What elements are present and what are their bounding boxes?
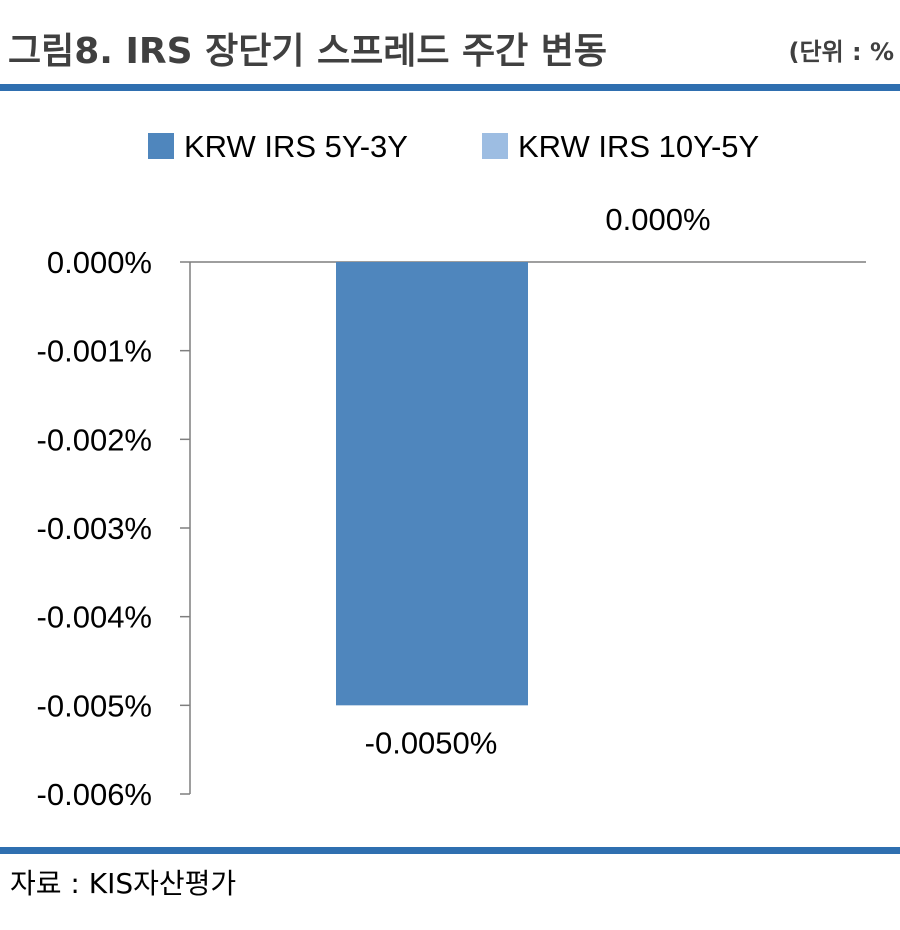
source-note: 자료 : KIS자산평가 bbox=[10, 867, 237, 900]
y-tick-label: -0.005% bbox=[37, 688, 152, 723]
unit-label: (단위 : % bbox=[788, 38, 894, 66]
legend-label: KRW IRS 5Y-3Y bbox=[184, 129, 408, 164]
bar-chart: KRW IRS 5Y-3Y KRW IRS 10Y-5Y 0.000% -0.001%… bbox=[37, 129, 866, 812]
y-tick-label: -0.002% bbox=[37, 422, 152, 457]
data-label: -0.0050% bbox=[365, 725, 498, 760]
y-tick-label: 0.000% bbox=[47, 245, 152, 280]
data-label: 0.000% bbox=[605, 202, 710, 237]
y-tick-label: -0.004% bbox=[37, 600, 152, 635]
legend-label: KRW IRS 10Y-5Y bbox=[518, 129, 759, 164]
chart-title-bar: 그림8. IRS 장단기 스프레드 주간 변동 (단위 : % bbox=[8, 22, 900, 74]
legend-swatch bbox=[148, 133, 174, 159]
figure-title: 그림8. IRS 장단기 스프레드 주간 변동 bbox=[8, 31, 607, 72]
y-tick-label: -0.003% bbox=[37, 511, 152, 546]
y-tick-label: -0.006% bbox=[37, 777, 152, 812]
bar bbox=[336, 262, 528, 706]
y-tick-label: -0.001% bbox=[37, 334, 152, 369]
top-divider bbox=[0, 84, 900, 91]
bottom-divider bbox=[0, 847, 900, 854]
legend-swatch bbox=[482, 133, 508, 159]
